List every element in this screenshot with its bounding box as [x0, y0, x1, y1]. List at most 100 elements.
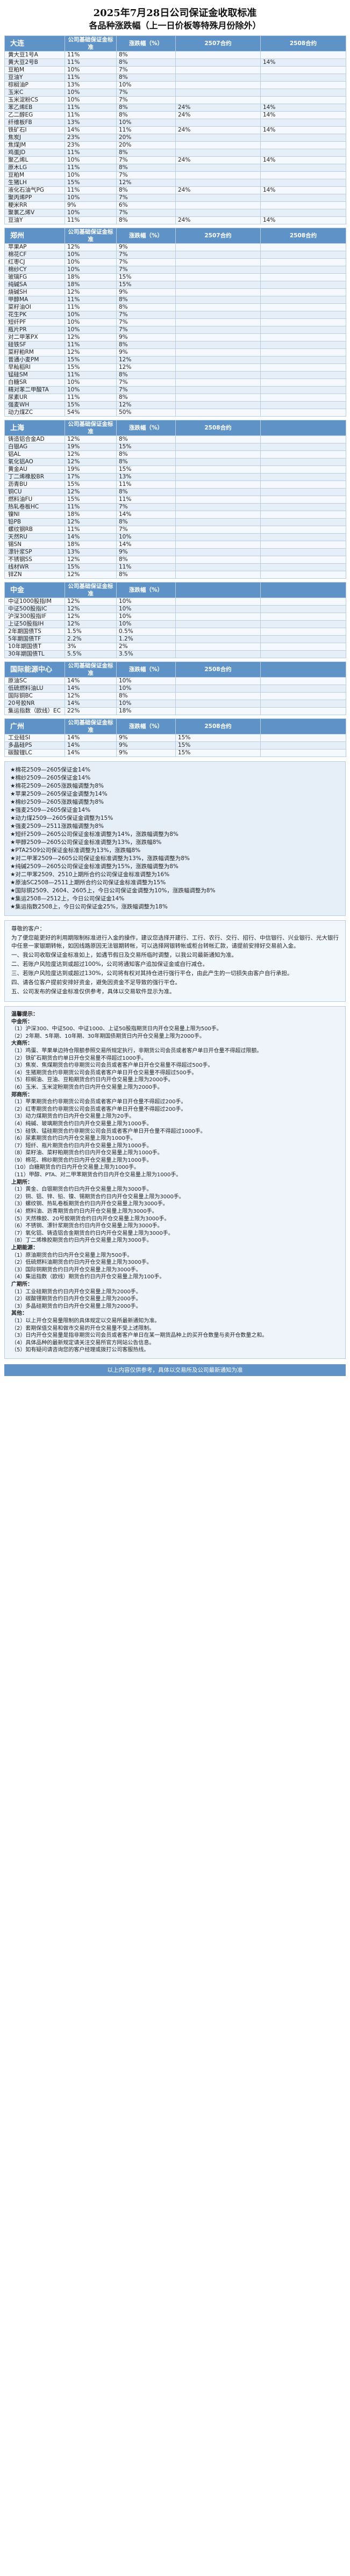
table-header: 上海 公司基础保证金标准 涨跌幅（%） 2508合约	[4, 420, 346, 436]
contract-margin	[175, 443, 261, 451]
company-margin: 19%	[65, 443, 117, 451]
contract-margin	[260, 443, 346, 451]
product-name: 沪深300股指IF	[4, 613, 65, 621]
table-row: 沪深300股指IF 12% 10%	[4, 613, 346, 621]
rule-line: （3）国际铜期货合约日内开仓交易量上限为3000手。	[11, 1267, 141, 1273]
contract-margin	[175, 266, 261, 274]
product-name: 天然RU	[4, 533, 65, 541]
price-limit: 8%	[116, 488, 176, 496]
table-row: 普通小麦PM 15% 12%	[4, 356, 346, 364]
contract-margin	[260, 81, 346, 89]
table-row: 10年期国债T 3% 2%	[4, 643, 346, 651]
contract-margin	[260, 379, 346, 387]
price-limit: 6%	[116, 201, 176, 209]
contract-margin	[175, 281, 261, 289]
price-limit: 7%	[116, 386, 176, 394]
note-line: ★集运指数2508上，今日公司保证金25%，涨跌幅调整为18%	[10, 904, 168, 910]
contract-margin	[175, 371, 261, 379]
table-row: 低硫燃料油LU 14% 10%	[4, 685, 346, 693]
contract-margin	[175, 273, 261, 281]
table-row: 玻璃FG 18% 15%	[4, 273, 346, 281]
rule-line: （3）焦炭、焦煤期货合约非期货公司会员或者客户单日开仓交易量不得超过500手。	[11, 1063, 213, 1069]
product-name: 镍NI	[4, 511, 65, 519]
company-margin: 5.5%	[65, 650, 117, 658]
contract-margin	[260, 548, 346, 556]
product-name: 花生PK	[4, 311, 65, 319]
rule-line: （6）尿素期货合约日内开仓交易量上限为1000手。	[11, 1136, 136, 1142]
rule-line: （5）硅铁、锰硅期货合约非期货公司会员或者客户单日开仓量不得超过1000手。	[11, 1128, 206, 1134]
rule-line: （2）2年期、5年期、10年期、30年期国债期货日内开仓交易量上限为2000手。	[11, 1033, 205, 1039]
letter-paragraph: 二、若账户风险度达到或超过100%，公司将通知客户追加保证金或自行减仓。	[11, 961, 209, 967]
rule-line: （1）苹果期货合约非期货公司会员或者客户单日开仓量不得超过200手。	[11, 1099, 187, 1105]
rule-line: （3）螺纹钢、热轧卷板期货合约日内开仓交易量上限为3000手。	[11, 1201, 168, 1207]
contract-margin	[260, 66, 346, 74]
company-margin-header: 公司基础保证金标准	[65, 582, 117, 598]
company-margin: 14%	[65, 749, 117, 757]
contract-margin	[260, 628, 346, 636]
price-limit: 7%	[116, 266, 176, 274]
contract-margin	[175, 288, 261, 296]
contract-margin	[260, 201, 346, 209]
product-name: 铁矿石I	[4, 126, 65, 134]
product-name: 液化石油气PG	[4, 186, 65, 194]
price-limit: 10%	[116, 598, 176, 606]
contract-margin: 14%	[260, 186, 346, 194]
price-limit: 7%	[116, 156, 176, 164]
price-limit: 1.2%	[116, 635, 176, 643]
rules-list: 中金所： （1）沪深300、中证500、中证1000、上证50股指期货日内开仓交易…	[11, 1018, 339, 1354]
contract-margin	[175, 481, 261, 489]
table-row: 豆油Y 11% 8%	[4, 74, 346, 82]
price-limit: 10%	[116, 685, 176, 693]
price-limit: 12%	[116, 363, 176, 372]
notes-box: ★棉花2509—2605保证金14% ★棉纱2509—2605保证金14% ★棉花2…	[4, 761, 346, 916]
product-name: 豆粕M	[4, 171, 65, 179]
product-name: 低硫燃料油LU	[4, 685, 65, 693]
product-name: 10年期国债T	[4, 643, 65, 651]
note-line: ★棉花2509—2605涨跌幅调整为8%	[10, 783, 104, 789]
product-name: 烧碱SH	[4, 288, 65, 296]
table-row: 强麦WH 15% 12%	[4, 401, 346, 409]
product-name: 2年期国债TS	[4, 628, 65, 636]
table-row: 玉米C 10% 7%	[4, 89, 346, 97]
price-limit: 8%	[116, 556, 176, 564]
contract-margin	[175, 488, 261, 496]
contract-margin	[260, 541, 346, 549]
note-line: ★短纤2509—2605公司保证金标准调整为14%，涨跌幅调整为8%	[10, 831, 178, 838]
contract-margin	[260, 164, 346, 172]
product-name: 沥青BU	[4, 481, 65, 489]
product-name: 棉纱CY	[4, 266, 65, 274]
price-limit: 8%	[116, 571, 176, 579]
table-row: 动力煤ZC 54% 50%	[4, 409, 346, 417]
contract-margin	[260, 643, 346, 651]
table-row: 漂针浆SP 13% 9%	[4, 548, 346, 556]
product-name: 30年期国债TL	[4, 650, 65, 658]
contract-margin	[175, 496, 261, 504]
contract-margin	[175, 363, 261, 372]
contract-margin: 24%	[175, 186, 261, 194]
price-limit: 12%	[116, 179, 176, 187]
table-row: 棉花CF 10% 7%	[4, 251, 346, 259]
contract-margin	[175, 635, 261, 643]
contract-margin	[260, 303, 346, 311]
table-row: 原木LG 11% 8%	[4, 164, 346, 172]
table-row: 硅铁SF 11% 8%	[4, 341, 346, 349]
rule-line: （2）碳酸锂期货合约日内开仓交易量上限为2000手。	[11, 1296, 141, 1302]
table-row: 铅PB 12% 8%	[4, 518, 346, 526]
product-name: 纤维板FB	[4, 119, 65, 127]
company-margin: 10%	[65, 89, 117, 97]
rule-line: （4）纯碱、玻璃期货合约日内开仓交易量上限为1000手。	[11, 1120, 152, 1127]
product-name: 原木LG	[4, 164, 65, 172]
contract-margin	[260, 563, 346, 571]
company-margin: 11%	[65, 371, 117, 379]
price-limit: 7%	[116, 171, 176, 179]
contract-margin	[260, 650, 346, 658]
price-limit: 7%	[116, 326, 176, 334]
contract-margin	[260, 333, 346, 341]
table-row: 纤维板FB 13% 10%	[4, 119, 346, 127]
price-limit: 11%	[116, 563, 176, 571]
contract-margin	[260, 605, 346, 613]
product-name: 乙二醇EG	[4, 111, 65, 119]
contract-margin	[175, 179, 261, 187]
contract-margin	[175, 409, 261, 417]
contract-margin	[175, 473, 261, 481]
